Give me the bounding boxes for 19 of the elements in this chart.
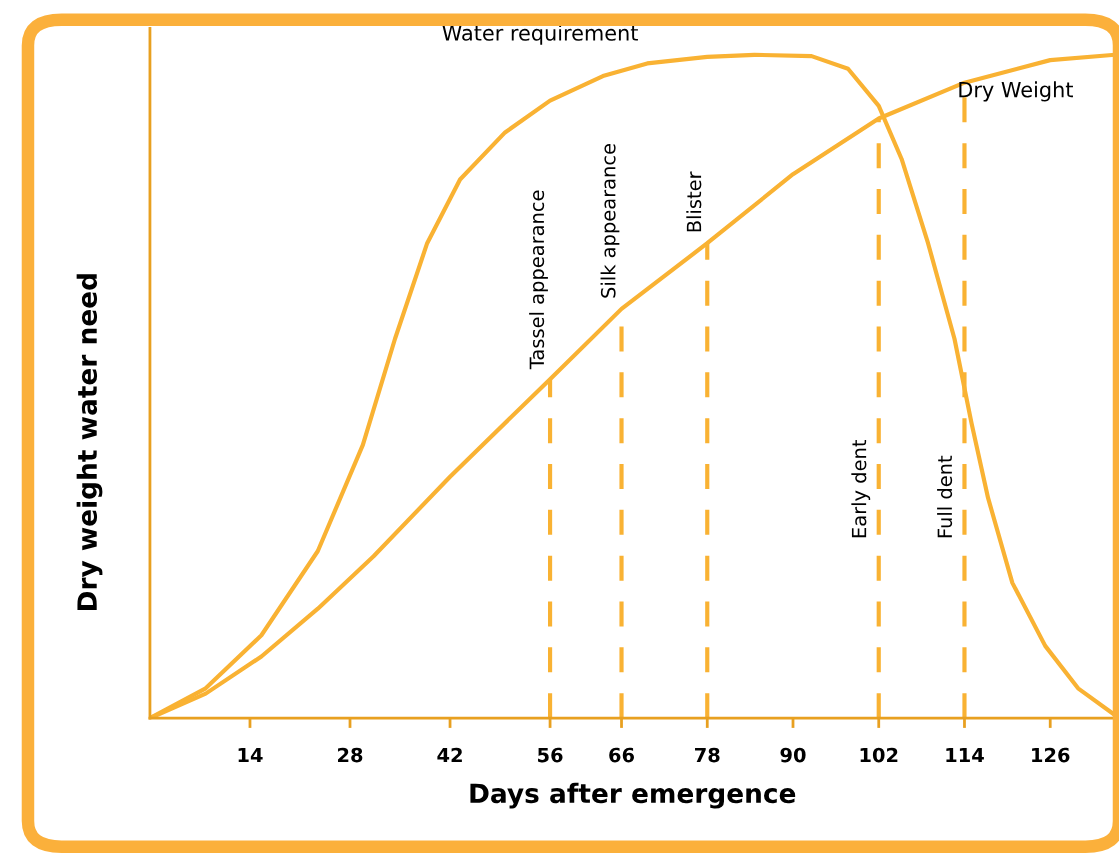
ref-line-label: Blister — [686, 171, 702, 232]
ref-line-label: Silk appearance — [600, 144, 620, 298]
x-tick-label: 28 — [338, 747, 363, 763]
y-axis-title: Dry weight water need — [76, 274, 103, 611]
ref-line-label: Full dent — [937, 455, 953, 538]
x-tick-label: 78 — [695, 747, 720, 763]
series-label: Dry Weight — [959, 81, 1073, 102]
x-tick-label: 14 — [238, 747, 263, 763]
ref-line-label: Early dent — [851, 439, 871, 538]
series-label: Water requirement — [442, 24, 638, 45]
x-axis-title: Days after emergence — [470, 782, 796, 809]
ref-line-label: Tassel appearance — [529, 190, 548, 370]
x-tick-label: 56 — [538, 747, 563, 763]
x-tick-label: 42 — [437, 747, 462, 763]
x-tick-label: 126 — [1032, 747, 1070, 763]
x-tick-label: 90 — [780, 747, 806, 763]
x-tick-label: 102 — [860, 747, 898, 763]
x-tick-label: 66 — [609, 747, 634, 763]
x-tick-label: 114 — [946, 747, 984, 763]
